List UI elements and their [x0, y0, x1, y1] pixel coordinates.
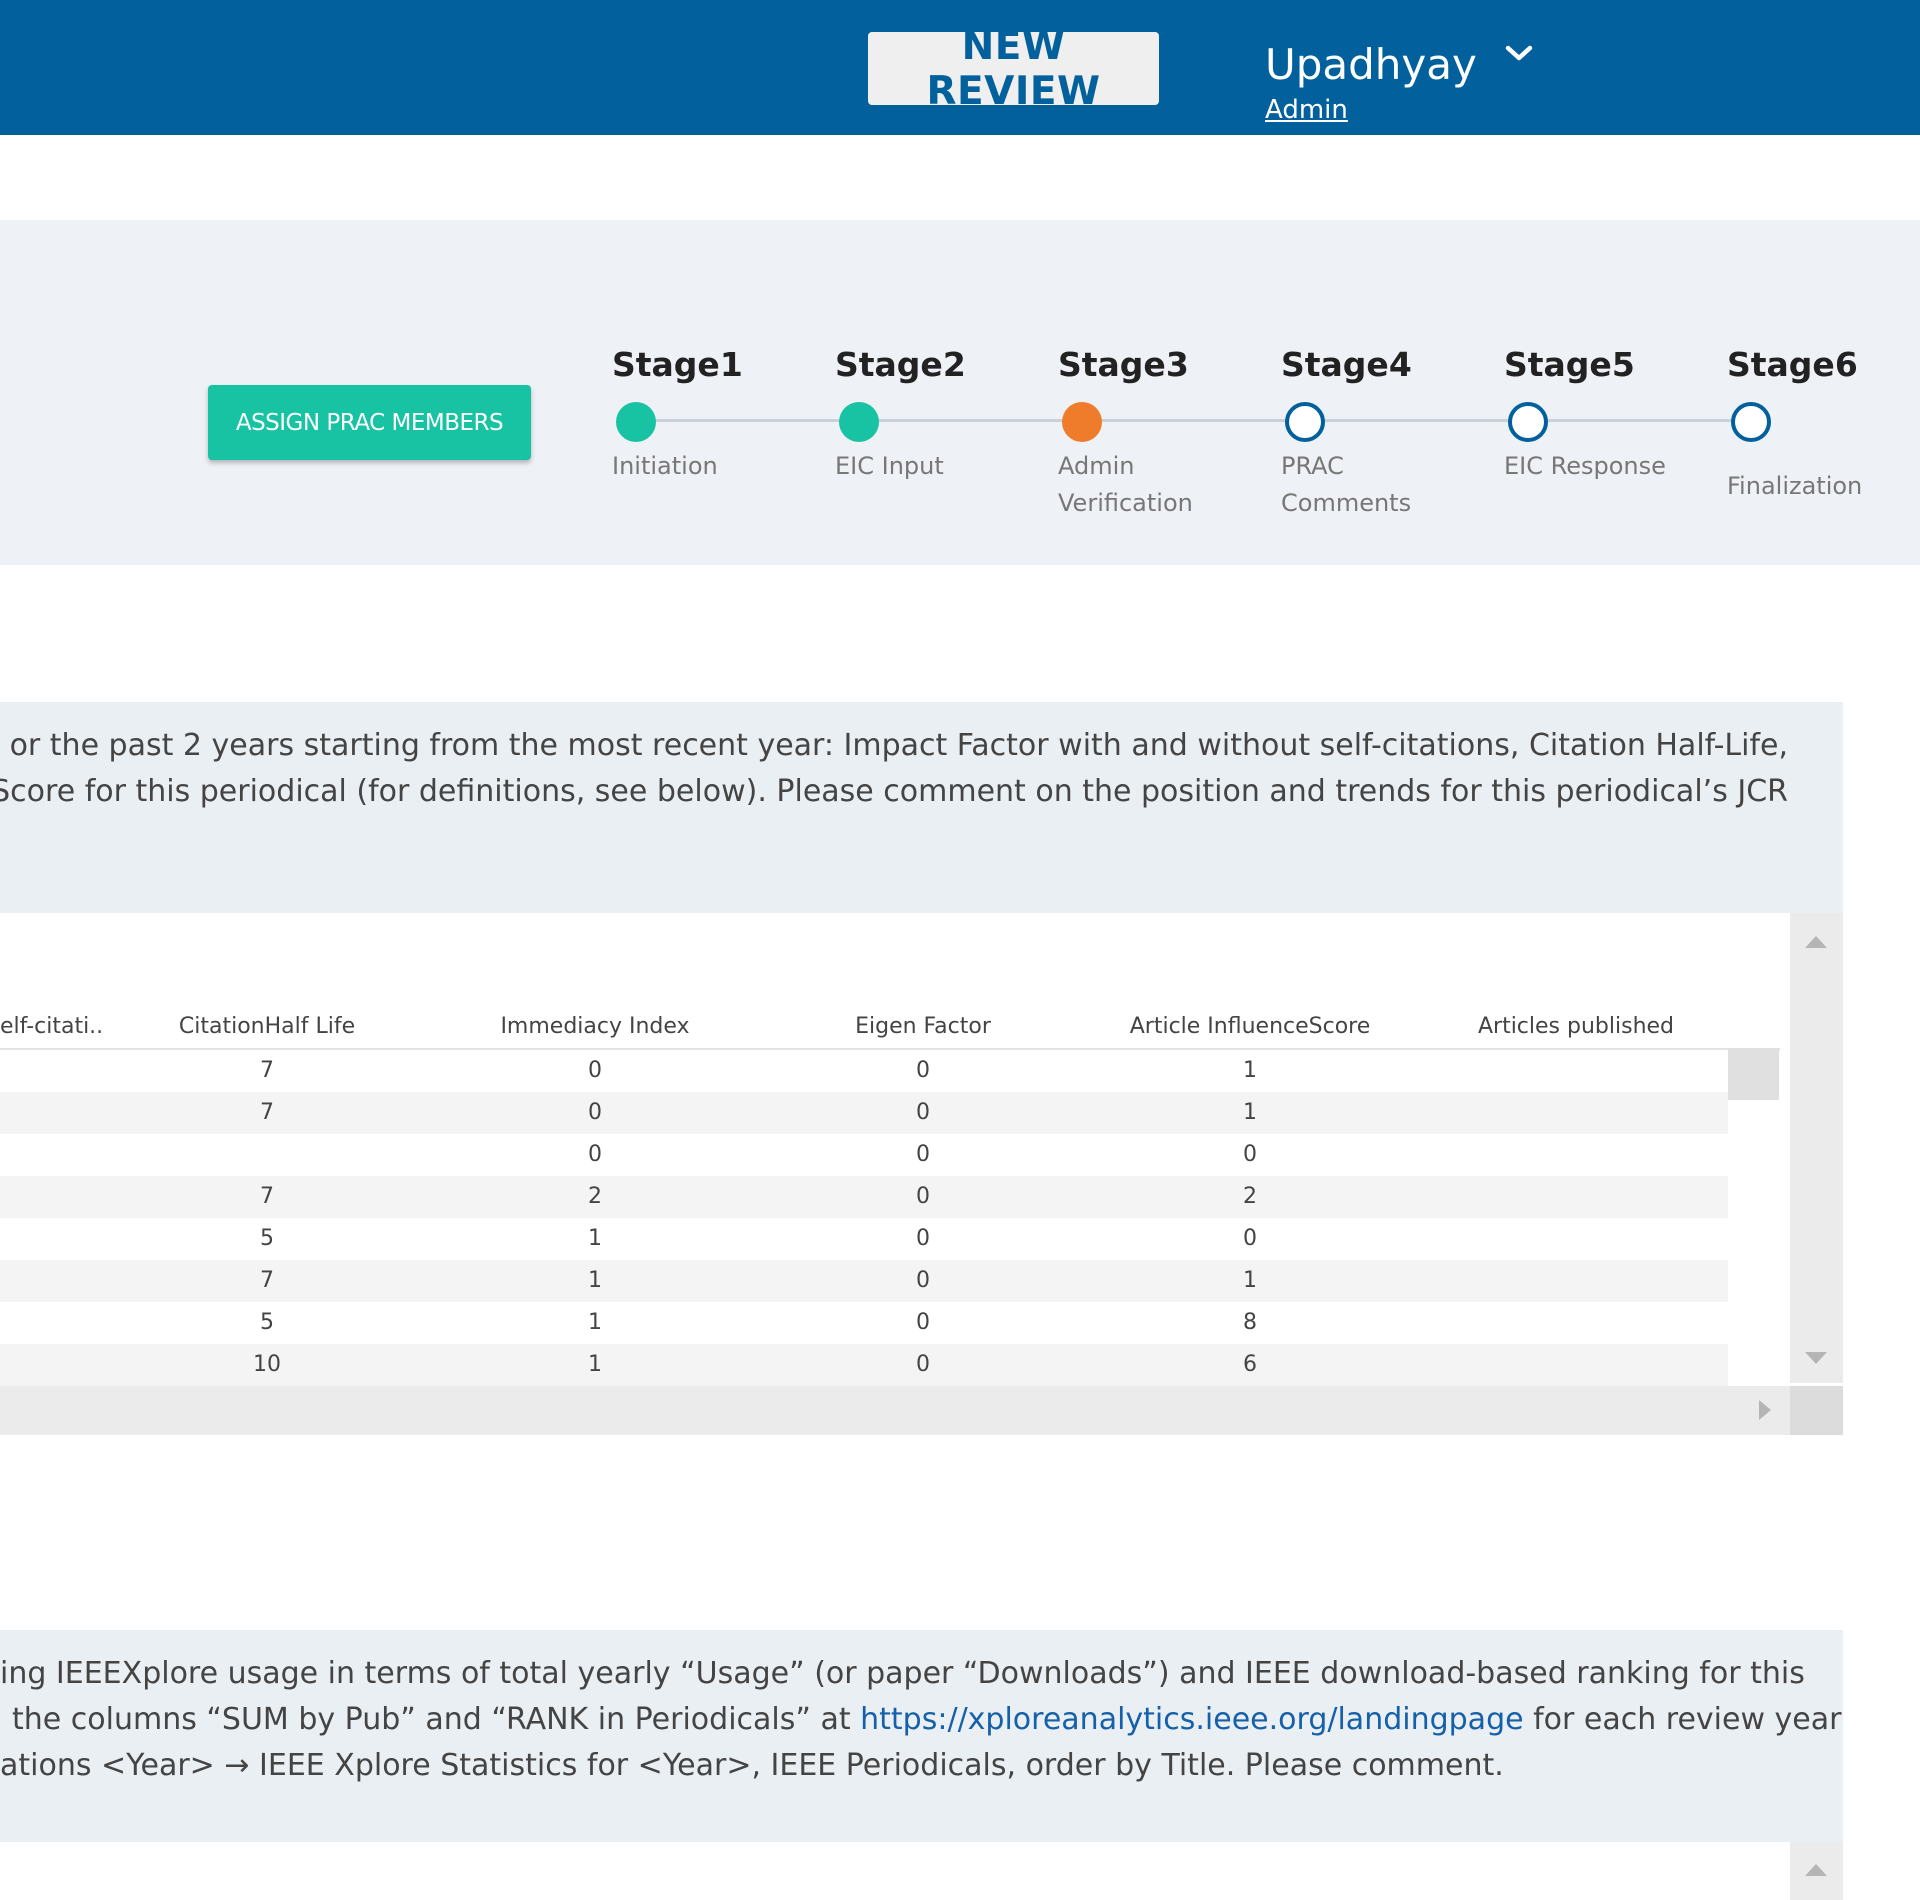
column-header-immediacy-index[interactable]: Immediacy Index	[500, 1014, 690, 1039]
table-cell: 7	[260, 1100, 274, 1125]
stage-label: Finalization	[1727, 472, 1863, 500]
table-cell: 1	[1243, 1268, 1257, 1293]
stage-title: Stage4	[1281, 345, 1412, 384]
stage-status-dot	[1508, 402, 1548, 442]
stage-status-dot	[839, 402, 879, 442]
scroll-up-arrow-icon[interactable]	[1805, 1864, 1827, 1876]
column-header-self-citations[interactable]: elf-citati..	[0, 1014, 104, 1039]
question-jcr-box: or the past 2 years starting from the mo…	[0, 702, 1843, 913]
table-row[interactable]: 7 1 0 1	[0, 1260, 1728, 1302]
stage-title: Stage2	[835, 345, 966, 384]
user-role-link[interactable]: Admin	[1265, 95, 1348, 125]
stage-title: Stage6	[1727, 345, 1858, 384]
xplore-analytics-link[interactable]: https://xploreanalytics.ieee.org/landing…	[860, 1702, 1524, 1737]
stage-title: Stage3	[1058, 345, 1189, 384]
table-row[interactable]: 10 1 0 6	[0, 1344, 1728, 1386]
table-cell: 7	[260, 1058, 274, 1083]
column-header-article-influence-score[interactable]: Article InfluenceScore	[1129, 1014, 1371, 1039]
table-cell: 0	[1243, 1142, 1257, 1167]
scroll-up-arrow-icon[interactable]	[1805, 936, 1827, 948]
table-cell: 2	[588, 1184, 602, 1209]
question-text-line: ce Score for this periodical (for defini…	[0, 774, 1788, 809]
table-cell: 10	[253, 1352, 281, 1377]
table-cell: 0	[916, 1058, 930, 1083]
table-cell: 8	[1243, 1310, 1257, 1335]
question-text-line: or the past 2 years starting from the mo…	[9, 728, 1788, 763]
table-cell: 1	[588, 1352, 602, 1377]
column-header-articles-published[interactable]: Articles published	[1477, 1014, 1675, 1039]
assign-prac-members-button[interactable]: ASSIGN PRAC MEMBERS	[208, 385, 531, 460]
table-cell: 0	[588, 1058, 602, 1083]
stage-label: Admin Verification	[1058, 452, 1193, 517]
table-cell: 2	[1243, 1184, 1257, 1209]
table-cell: 0	[916, 1100, 930, 1125]
chevron-down-icon[interactable]	[1504, 40, 1534, 66]
table-row[interactable]: 5 1 0 0	[0, 1218, 1728, 1260]
table-row[interactable]: 7 0 0 1	[0, 1092, 1728, 1134]
stage-progress-line	[636, 419, 1752, 422]
table-cell: 0	[916, 1352, 930, 1377]
column-header-eigen-factor[interactable]: Eigen Factor	[855, 1014, 991, 1039]
question-text-line: ations <Year> → IEEE Xplore Statistics f…	[0, 1748, 1504, 1783]
stage-title: Stage1	[612, 345, 743, 384]
stage-5[interactable]: Stage5 EIC Response	[1504, 345, 1704, 480]
stage-2[interactable]: Stage2 EIC Input	[835, 345, 1035, 480]
stage-status-dot	[616, 402, 656, 442]
table-cell: 0	[916, 1268, 930, 1293]
table-cell: 0	[916, 1184, 930, 1209]
question-xplore-usage-box: ing IEEEXplore usage in terms of total y…	[0, 1630, 1843, 1842]
table-cell: 1	[1243, 1058, 1257, 1083]
stage-label: Initiation	[612, 452, 718, 480]
table-cell: 5	[260, 1310, 274, 1335]
stage-3[interactable]: Stage3 Admin Verification	[1058, 345, 1258, 517]
stage-6[interactable]: Stage6 Finalization	[1727, 345, 1920, 500]
question-text-line: the columns “SUM by Pub” and “RANK in Pe…	[12, 1702, 1842, 1737]
scrollbar-corner	[1790, 1386, 1843, 1435]
table-header-divider	[0, 1048, 1780, 1050]
table-cell: 1	[588, 1226, 602, 1251]
table-row[interactable]: 7 0 0 1	[0, 1050, 1728, 1092]
user-name[interactable]: Upadhyay	[1265, 40, 1477, 89]
table-vertical-scrollbar[interactable]	[1790, 913, 1843, 1383]
table-row[interactable]: 0 0 0	[0, 1134, 1728, 1176]
table-vertical-scroll-thumb[interactable]	[1728, 1048, 1779, 1100]
table-horizontal-scrollbar[interactable]	[0, 1386, 1790, 1435]
column-header-citation-half-life[interactable]: CitationHalf Life	[178, 1014, 356, 1039]
stage-label: EIC Response	[1504, 452, 1666, 480]
table-row[interactable]: 7 2 0 2	[0, 1176, 1728, 1218]
scroll-right-arrow-icon[interactable]	[1759, 1400, 1771, 1420]
stage-status-dot	[1731, 402, 1771, 442]
table-cell: 1	[1243, 1100, 1257, 1125]
stage-status-dot	[1062, 402, 1102, 442]
table-cell: 6	[1243, 1352, 1257, 1377]
stage-title: Stage5	[1504, 345, 1635, 384]
table-cell: 0	[916, 1310, 930, 1335]
scroll-down-arrow-icon[interactable]	[1805, 1352, 1827, 1364]
stage-label: EIC Input	[835, 452, 944, 480]
stage-4[interactable]: Stage4 PRAC Comments	[1281, 345, 1481, 517]
table-cell: 0	[1243, 1226, 1257, 1251]
table-cell: 0	[588, 1100, 602, 1125]
table-cell: 0	[916, 1142, 930, 1167]
question-text-line: ing IEEEXplore usage in terms of total y…	[0, 1656, 1805, 1691]
table-row[interactable]: 5 1 0 8	[0, 1302, 1728, 1344]
new-review-button[interactable]: NEW REVIEW	[868, 24, 1159, 114]
table-cell: 7	[260, 1268, 274, 1293]
stage-1[interactable]: Stage1 Initiation	[612, 345, 812, 480]
table-cell: 1	[588, 1310, 602, 1335]
stage-label: PRAC Comments	[1281, 452, 1412, 517]
table-cell: 7	[260, 1184, 274, 1209]
top-nav-bar: NEW REVIEW Upadhyay Admin	[0, 0, 1920, 135]
stage-status-dot	[1285, 402, 1325, 442]
table-cell: 0	[588, 1142, 602, 1167]
table-cell: 0	[916, 1226, 930, 1251]
table-cell: 5	[260, 1226, 274, 1251]
table-cell: 1	[588, 1268, 602, 1293]
